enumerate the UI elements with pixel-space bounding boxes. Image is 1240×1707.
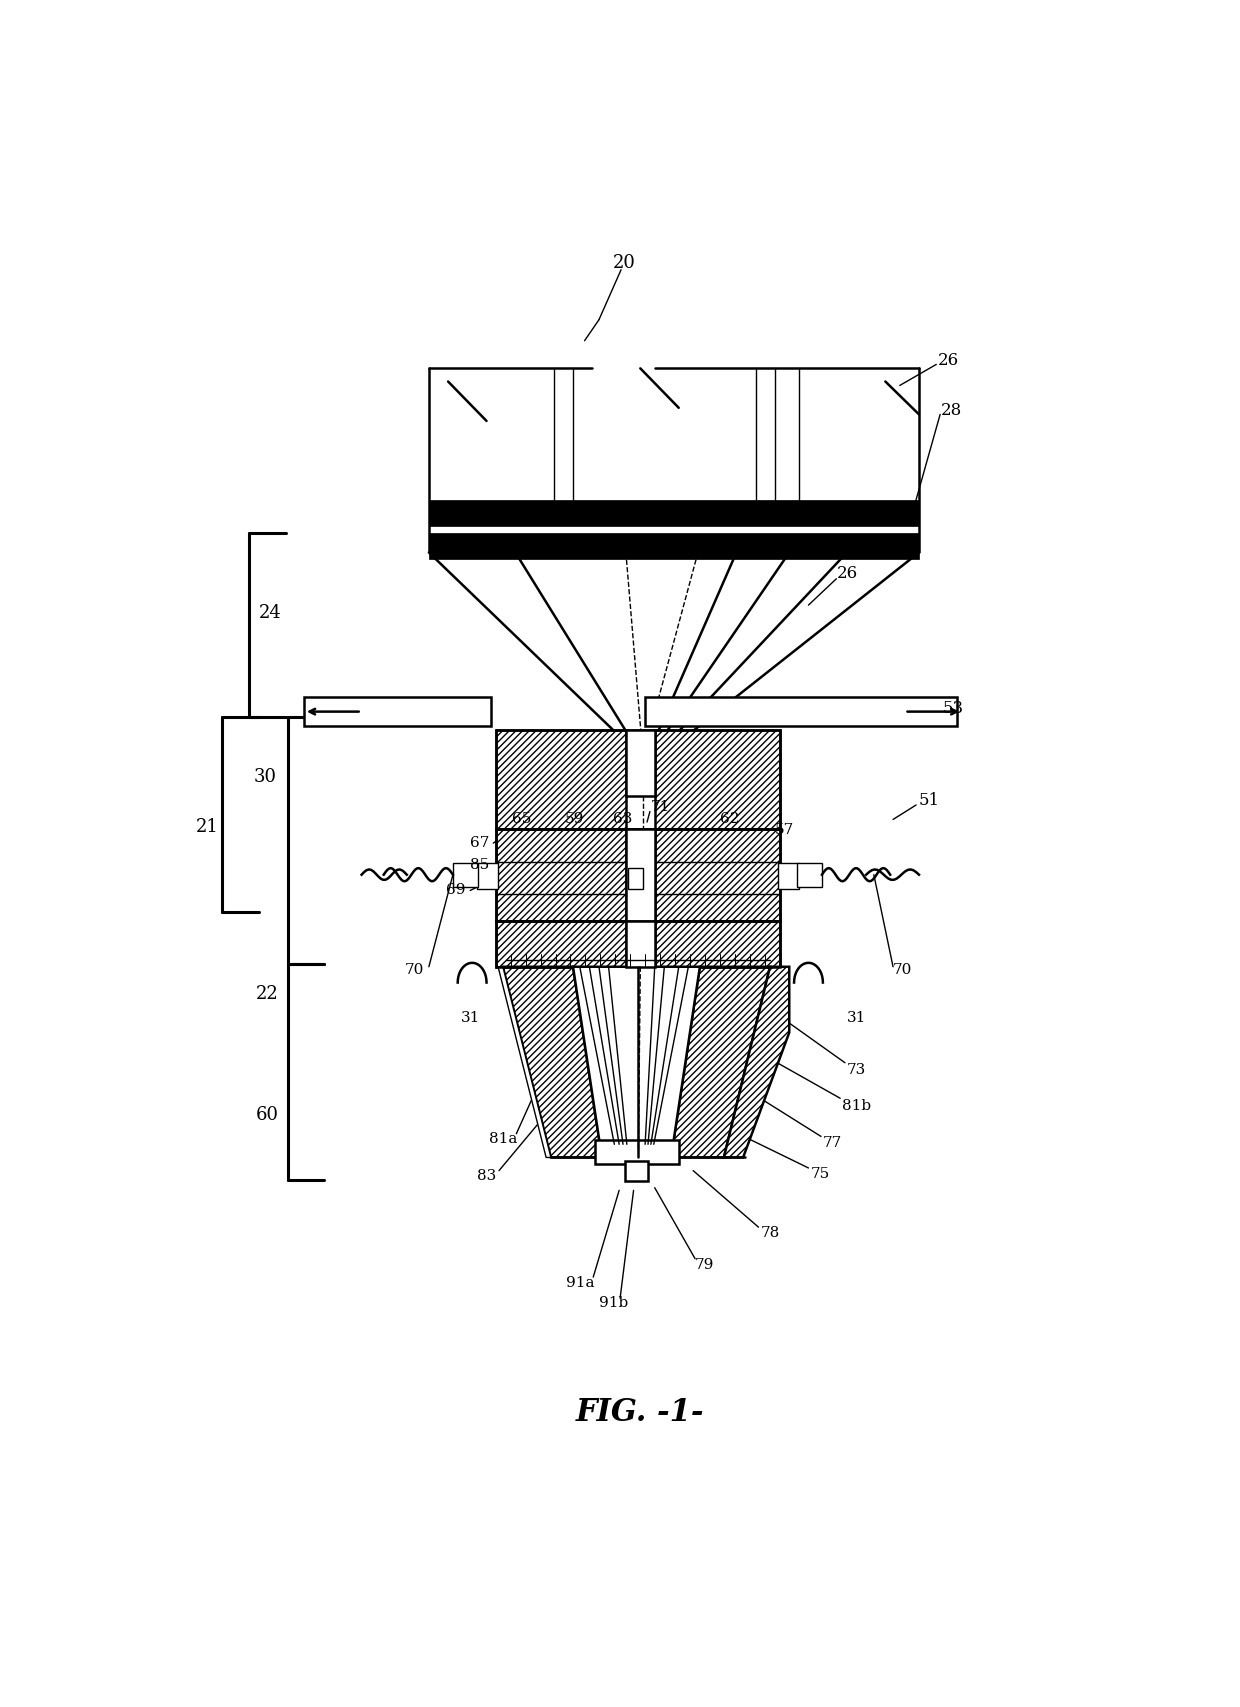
Text: 53: 53	[942, 700, 965, 717]
Text: 26: 26	[837, 565, 858, 582]
Bar	[496, 922, 780, 968]
Text: 59: 59	[564, 811, 584, 826]
Text: 57: 57	[775, 823, 794, 836]
Text: 22: 22	[255, 985, 279, 1002]
Polygon shape	[655, 922, 780, 968]
Polygon shape	[724, 968, 789, 1157]
Text: 30: 30	[254, 768, 277, 785]
Text: 77: 77	[823, 1135, 842, 1149]
Text: FIG. -1-: FIG. -1-	[577, 1396, 704, 1427]
Polygon shape	[503, 968, 601, 1157]
Text: 70: 70	[893, 963, 913, 976]
Bar	[625, 1162, 649, 1181]
Bar	[627, 869, 644, 889]
Text: 85: 85	[470, 857, 490, 872]
Text: 71: 71	[651, 801, 671, 814]
Text: 70: 70	[404, 963, 424, 976]
Bar	[453, 864, 477, 888]
Polygon shape	[496, 830, 626, 922]
Text: 31: 31	[847, 1011, 867, 1024]
Bar	[304, 698, 491, 727]
Bar	[496, 731, 780, 830]
Polygon shape	[496, 731, 626, 830]
Text: 65: 65	[512, 811, 532, 826]
Bar	[626, 830, 655, 922]
Bar	[595, 1140, 678, 1164]
Bar	[429, 500, 919, 527]
Text: 24: 24	[259, 603, 281, 621]
Text: 91b: 91b	[599, 1296, 629, 1309]
Bar	[626, 731, 655, 795]
Text: 75: 75	[811, 1166, 830, 1181]
Polygon shape	[655, 830, 780, 922]
Text: 60: 60	[255, 1106, 279, 1123]
Text: 20: 20	[613, 254, 635, 271]
Bar	[496, 830, 780, 922]
Bar	[777, 864, 799, 889]
Bar	[797, 864, 822, 888]
Text: 81a: 81a	[490, 1132, 518, 1145]
Text: 83: 83	[477, 1168, 496, 1181]
Text: 51: 51	[919, 792, 940, 809]
Text: 28: 28	[941, 401, 962, 418]
Bar	[626, 922, 655, 968]
Text: 67: 67	[470, 835, 490, 850]
Polygon shape	[655, 731, 780, 830]
Polygon shape	[496, 922, 626, 968]
Text: 73: 73	[847, 1063, 867, 1077]
Text: 69: 69	[446, 883, 466, 896]
Text: 79: 79	[696, 1258, 714, 1272]
Text: 81b: 81b	[842, 1098, 872, 1113]
Polygon shape	[573, 968, 699, 1157]
Bar	[645, 698, 957, 727]
Text: 21: 21	[196, 818, 218, 835]
Polygon shape	[671, 968, 770, 1157]
Bar	[429, 533, 919, 560]
Text: 91a: 91a	[567, 1275, 595, 1289]
Text: 26: 26	[939, 352, 960, 369]
Polygon shape	[498, 968, 551, 1157]
Text: 63: 63	[614, 811, 632, 826]
Text: 62: 62	[720, 811, 739, 826]
Text: 78: 78	[760, 1226, 780, 1239]
Text: 31: 31	[460, 1011, 480, 1024]
Bar	[477, 864, 498, 889]
